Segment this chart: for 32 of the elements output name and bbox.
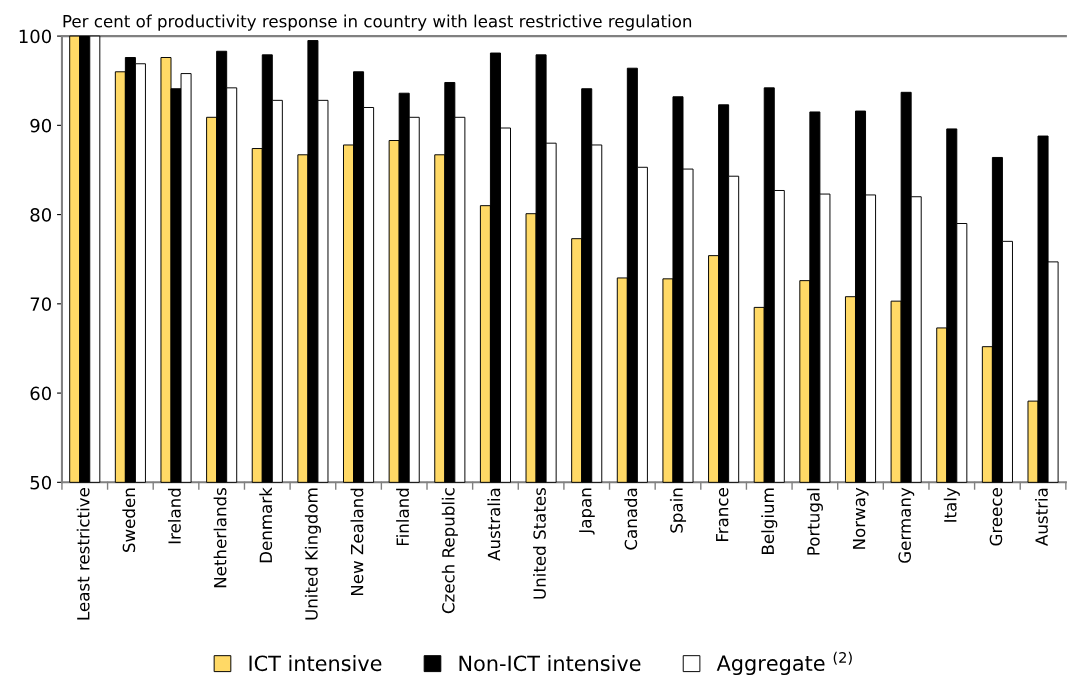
- x-tick-label: Czech Republic: [441, 488, 458, 614]
- x-tick-label: Spain: [669, 488, 687, 533]
- y-axis-title: Per cent of productivity response in country with least restrictive regulation: [63, 14, 692, 31]
- x-tick-label: Italy: [943, 487, 960, 522]
- x-tick-label: Finland: [396, 488, 410, 546]
- x-tick-label: Denmark: [259, 487, 273, 563]
- x-tick-label: Sweden: [122, 488, 136, 552]
- x-tick-label: Australia: [487, 488, 501, 561]
- x-tick-label: United Kingdom: [304, 488, 321, 620]
- y-tick-label: 50: [30, 475, 52, 490]
- y-tick-label: 80: [30, 208, 52, 222]
- y-tick-label: 60: [30, 386, 52, 401]
- x-tick-label: Germany: [898, 487, 915, 563]
- y-tick-label: 90: [30, 118, 52, 133]
- x-tick-label: France: [716, 488, 729, 541]
- legend-label: Aggregate $^{(2)}$: [716, 651, 852, 676]
- y-tick-label: 100: [19, 29, 52, 44]
- x-tick-label: Greece: [989, 488, 1003, 546]
- x-tick-label: Ireland: [167, 488, 181, 544]
- x-tick-label: Belgium: [761, 488, 778, 554]
- legend-label: Non-ICT intensive: [459, 655, 641, 672]
- x-tick-label: Norway: [852, 487, 869, 549]
- x-tick-label: Canada: [624, 488, 638, 550]
- x-tick-label: Least restrictive: [76, 488, 90, 620]
- x-tick-label: Japan: [579, 488, 595, 535]
- y-tick-label: 70: [30, 297, 52, 311]
- legend-label: ICT intensive: [249, 655, 382, 672]
- x-tick-label: New Zealand: [350, 488, 364, 596]
- x-tick-label: Netherlands: [213, 488, 227, 588]
- x-tick-label: Austria: [1034, 488, 1048, 546]
- x-tick-label: United States: [533, 488, 546, 599]
- x-tick-label: Portugal: [806, 488, 823, 555]
